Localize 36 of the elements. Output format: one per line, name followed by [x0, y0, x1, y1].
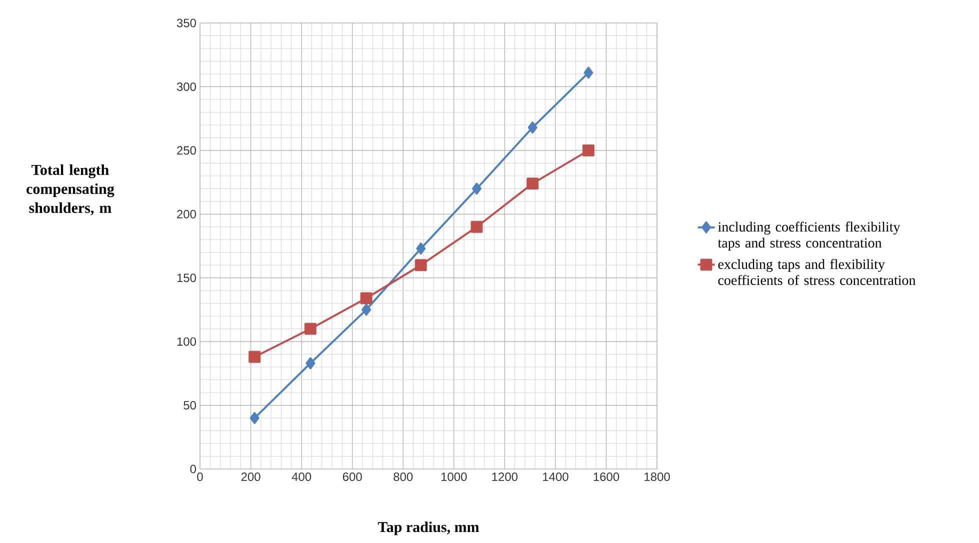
x-tick-label: 400 [292, 472, 312, 482]
y-tick-label: 300 [176, 82, 196, 91]
legend-label: excluding taps and flexibility coefficients of stress concentration [718, 258, 916, 285]
point [526, 178, 539, 190]
point [250, 412, 260, 424]
point [584, 66, 594, 79]
x-tick-label: 800 [394, 472, 413, 482]
point [582, 144, 594, 156]
x-tick-label: 1000 [441, 472, 467, 482]
point [248, 350, 261, 363]
x-axis-title: Tap radius, mm [378, 522, 480, 536]
x-tick-label: 1600 [594, 472, 620, 482]
y-tick-label: 200 [177, 210, 196, 218]
y-tick-label: 350 [176, 18, 196, 28]
point [414, 259, 427, 272]
y-tick-label: 0 [190, 464, 196, 474]
point [306, 357, 316, 370]
point [470, 220, 483, 233]
point [360, 292, 372, 304]
x-tick-label: 600 [342, 472, 362, 482]
y-tick-label: 150 [177, 274, 196, 282]
y-tick-label: 50 [184, 401, 196, 410]
point [472, 182, 482, 195]
point [362, 304, 372, 316]
point [528, 122, 538, 134]
x-tick-label: 1800 [644, 472, 670, 482]
x-tick-label: 1200 [492, 472, 518, 482]
y-axis-title: Total length compensating shoulders, m [26, 164, 114, 216]
x-tick-label: 200 [241, 472, 260, 482]
y-tick-label: 250 [177, 146, 196, 155]
legend-label: including coefficients flexibility taps and stress concentration [718, 222, 900, 250]
point [304, 322, 316, 335]
x-tick-label: 0 [197, 472, 203, 482]
x-tick-label: 1400 [543, 472, 568, 482]
point [416, 242, 426, 255]
y-tick-label: 100 [177, 337, 196, 346]
